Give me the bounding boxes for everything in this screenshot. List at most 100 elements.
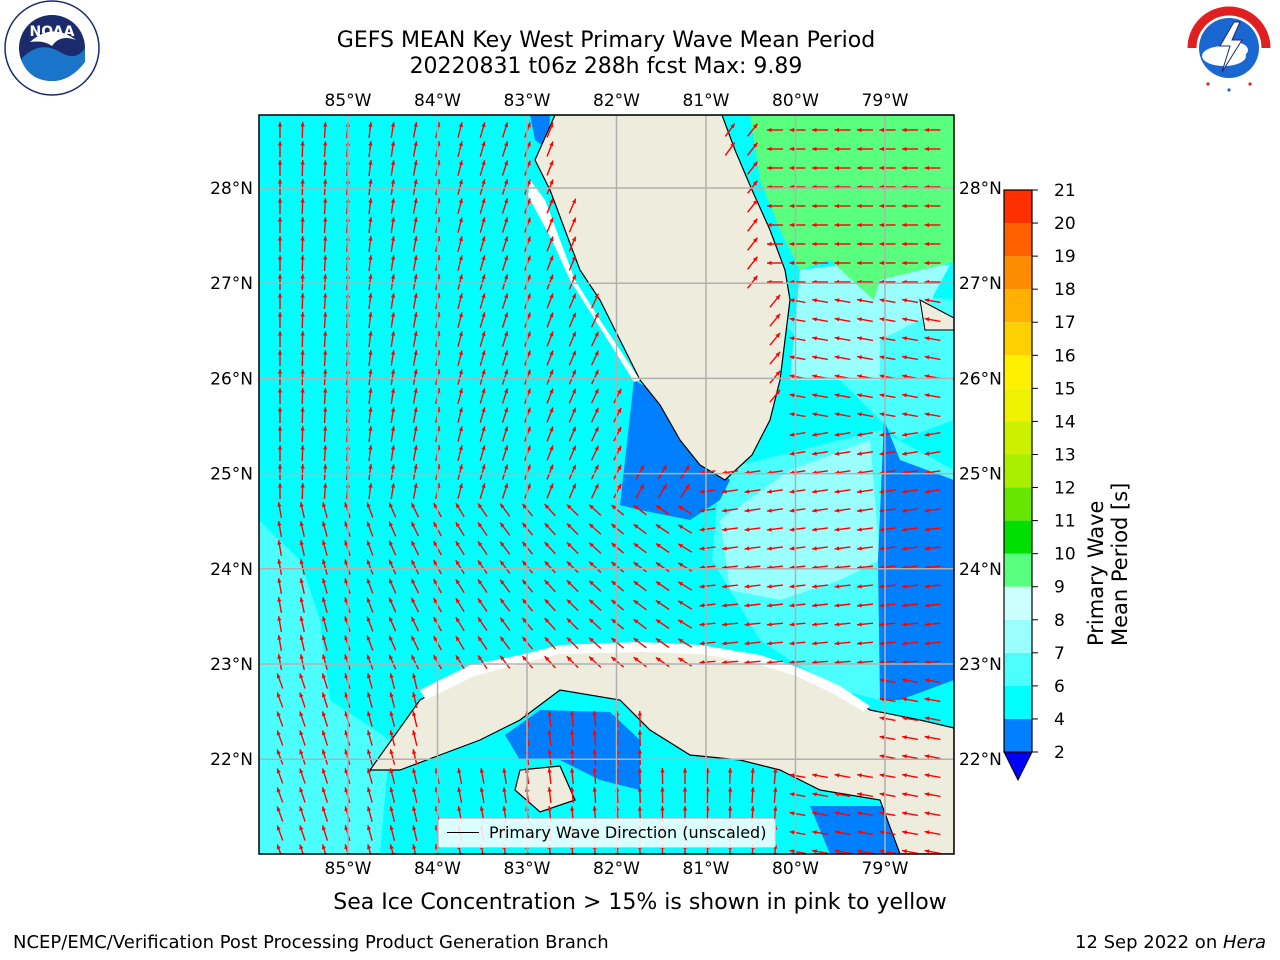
wave-arrow: [546, 236, 554, 252]
wave-arrow: [501, 407, 509, 423]
wave-arrow: [323, 368, 328, 386]
wave-arrow: [501, 236, 509, 252]
wave-arrow: [568, 426, 577, 442]
wave-arrow: [590, 407, 600, 423]
map-frame: [258, 114, 955, 855]
wave-arrow: [635, 464, 645, 480]
wave-arrow: [590, 483, 600, 499]
wave-arrow: [924, 260, 941, 266]
wave-arrow: [501, 388, 509, 404]
wave-arrow: [479, 426, 486, 442]
wave-arrow: [633, 523, 647, 535]
wave-arrow: [388, 578, 397, 594]
wave-arrow: [769, 351, 781, 365]
wave-arrow: [368, 406, 373, 424]
wave-arrow: [856, 584, 874, 589]
wave-arrow: [811, 849, 829, 854]
wave-arrow: [924, 355, 941, 361]
wave-arrow: [366, 749, 373, 765]
wave-arrow: [323, 406, 328, 424]
wave-arrow: [300, 235, 305, 253]
colorbar-tick-label: 7: [1054, 644, 1065, 664]
wave-arrow: [588, 580, 602, 592]
wave-arrow: [592, 729, 597, 747]
wave-arrow: [613, 407, 622, 423]
lon-labels-top: 85°W 84°W 83°W 82°W 81°W 80°W 79°W: [325, 91, 909, 111]
footer-machine: Hera: [1222, 932, 1266, 953]
wave-arrow: [588, 561, 602, 573]
wave-arrow: [544, 560, 556, 574]
wave-arrow: [501, 217, 509, 233]
colorbar-bin: [1004, 685, 1032, 719]
wave-arrow: [834, 451, 851, 456]
wave-arrow: [924, 735, 941, 741]
wave-arrow: [390, 273, 396, 291]
wave-arrow: [789, 146, 806, 152]
wave-arrow: [388, 521, 397, 537]
wave-arrow: [277, 312, 283, 328]
wave-arrow: [299, 597, 305, 613]
wave-arrow: [479, 483, 486, 499]
wave-arrow: [747, 275, 758, 289]
wave-arrow: [277, 577, 283, 595]
wave-arrow: [389, 844, 394, 854]
wave-arrow: [812, 222, 828, 228]
wave-arrow: [390, 159, 396, 177]
wave-arrow: [321, 502, 328, 518]
lon-label-top: 81°W: [683, 91, 730, 111]
wave-arrow: [477, 521, 488, 537]
wave-arrow: [677, 657, 693, 667]
wave-arrow: [412, 350, 418, 366]
wave-arrow: [501, 483, 509, 499]
wave-arrow: [856, 393, 874, 399]
wave-arrow: [902, 203, 918, 209]
wave-arrow: [300, 368, 305, 386]
wave-arrow: [901, 716, 919, 722]
wave-arrow: [501, 464, 509, 480]
wave-arrow: [412, 825, 418, 841]
wave-arrow: [789, 203, 806, 209]
wave-arrow: [744, 584, 761, 589]
wave-arrow: [277, 464, 283, 480]
wave-arrow: [412, 293, 418, 309]
wave-arrow: [390, 330, 396, 348]
colorbar-tick-label: 8: [1054, 611, 1065, 631]
wave-arrow: [366, 540, 374, 556]
wave-arrow: [457, 141, 463, 157]
wave-arrow: [727, 767, 733, 785]
wave-arrow: [410, 654, 420, 670]
wave-arrow: [277, 198, 283, 214]
wave-arrow: [276, 825, 284, 841]
wave-arrow: [588, 504, 602, 516]
wave-arrow: [856, 412, 874, 418]
wave-arrow: [677, 581, 693, 591]
wave-arrow: [277, 331, 283, 347]
wave-arrow: [390, 235, 396, 253]
wave-arrow: [388, 654, 397, 670]
wave-arrow: [321, 540, 328, 556]
wave-arrow: [789, 451, 806, 456]
wave-arrow: [769, 389, 781, 403]
wave-arrow: [834, 393, 851, 399]
wave-arrow: [750, 786, 755, 804]
wave-arrow: [766, 546, 784, 551]
wave-arrow: [811, 412, 829, 418]
wave-arrow: [499, 579, 511, 593]
wave-arrow: [368, 178, 373, 196]
wave-arrow: [368, 444, 373, 462]
wave-arrow: [366, 806, 373, 822]
wave-arrow: [744, 546, 761, 551]
wave-arrow: [323, 235, 328, 253]
wave-arrow: [747, 123, 758, 137]
wave-arrow: [610, 637, 625, 649]
wave-arrow: [879, 393, 896, 399]
lat-label-left: 23°N: [210, 655, 253, 675]
wave-arrow: [323, 425, 328, 443]
lat-label-left: 28°N: [210, 179, 253, 199]
lon-label-bottom: 85°W: [325, 859, 372, 879]
lon-label-top: 79°W: [862, 91, 909, 111]
wave-arrow: [570, 710, 575, 728]
wave-arrow: [502, 786, 507, 804]
wave-arrow: [455, 502, 465, 518]
wave-arrow: [277, 255, 283, 271]
